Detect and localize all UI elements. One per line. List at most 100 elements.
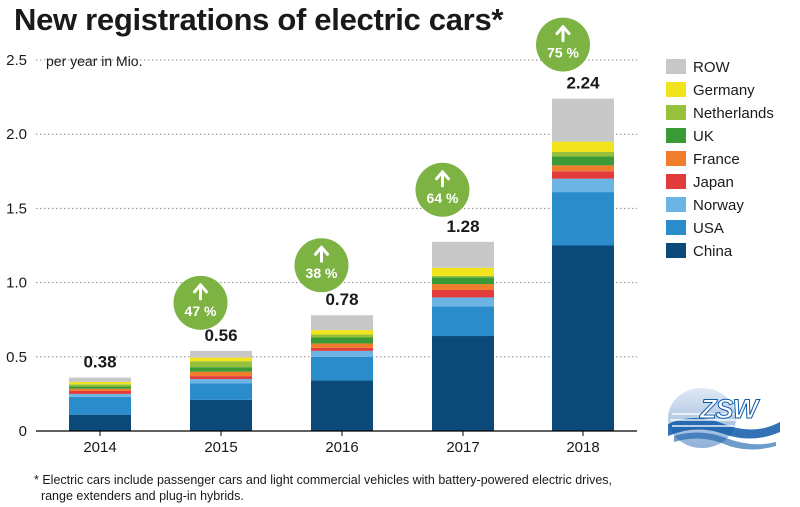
legend-swatch	[666, 243, 686, 258]
grid-lines	[36, 59, 637, 358]
legend-label: Norway	[693, 197, 744, 214]
bar-segment-china-2014	[69, 414, 131, 431]
legend-label: UK	[693, 128, 714, 145]
growth-badge: 75 %	[536, 17, 590, 72]
bar-segment-uk-2018	[552, 156, 614, 166]
bar-segment-norway-2018	[552, 178, 614, 193]
legend-swatch	[666, 128, 686, 143]
bar-segment-netherlands-2015	[190, 361, 252, 368]
bar-segment-uk-2016	[311, 337, 373, 344]
legend-swatch	[666, 197, 686, 212]
bar-stack-2015	[190, 350, 252, 431]
bar-segment-france-2017	[432, 284, 494, 291]
y-tick-label: 1.5	[6, 200, 27, 217]
bar-segment-france-2015	[190, 371, 252, 377]
bar-total-label: 0.78	[325, 290, 358, 309]
growth-badge: 38 %	[294, 238, 349, 293]
bar-stack-2016	[311, 315, 373, 431]
y-tick-label: 0.5	[6, 349, 27, 366]
bar-segment-usa-2017	[432, 306, 494, 337]
legend-label: USA	[693, 220, 724, 237]
bar-segment-uk-2017	[432, 277, 494, 285]
growth-badge-label: 64 %	[427, 190, 459, 206]
bar-total-label: 0.56	[204, 326, 237, 345]
legend-label: Germany	[693, 82, 755, 99]
bar-segment-germany-2016	[311, 330, 373, 335]
zsw-logo	[668, 388, 780, 450]
bar-segment-norway-2015	[190, 379, 252, 384]
bar-segment-norway-2014	[69, 393, 131, 397]
y-tick-label: 0	[19, 423, 27, 440]
bar-segment-china-2018	[552, 245, 614, 431]
bar-segment-usa-2015	[190, 383, 252, 400]
growth-badge-circle	[294, 238, 349, 293]
bar-segment-france-2018	[552, 165, 614, 172]
bar-segment-netherlands-2018	[552, 152, 614, 157]
bar-segment-japan-2016	[311, 347, 373, 351]
bar-segment-netherlands-2014	[69, 384, 131, 387]
legend: ROW Germany Netherlands UK France Japan Norway…	[666, 59, 774, 260]
logo-text: ZSW	[700, 394, 759, 425]
legend-item-usa: USA	[666, 220, 724, 237]
bar-total-label: 2.24	[566, 74, 600, 93]
bar-segment-norway-2017	[432, 297, 494, 307]
bar-segment-china-2015	[190, 399, 252, 431]
growth-badge-circle	[415, 162, 470, 217]
bar-segment-japan-2017	[432, 290, 494, 298]
legend-swatch	[666, 174, 686, 189]
legend-label: France	[693, 151, 740, 168]
legend-label: China	[693, 243, 733, 260]
legend-label: Japan	[693, 174, 734, 191]
bar-segment-row-2018	[552, 98, 614, 142]
x-tick-label: 2015	[204, 439, 237, 456]
arrow-up-icon	[314, 245, 329, 263]
y-axis-ticks: 0 0.5 1.0 1.5 2.0 2.5	[6, 52, 27, 440]
legend-swatch	[666, 59, 686, 74]
bar-segment-usa-2016	[311, 356, 373, 381]
bars	[69, 98, 614, 431]
arrow-up-icon	[435, 170, 450, 188]
x-tick-label: 2018	[566, 439, 599, 456]
bar-segment-japan-2014	[69, 390, 131, 394]
bar-segment-netherlands-2017	[432, 275, 494, 278]
legend-item-japan: Japan	[666, 174, 734, 191]
legend-swatch	[666, 105, 686, 120]
x-axis-ticks: 2014 2015 2016 2017 2018	[83, 431, 600, 456]
bar-segment-row-2015	[190, 350, 252, 358]
bar-segment-norway-2016	[311, 350, 373, 357]
legend-item-uk: UK	[666, 128, 714, 145]
bar-segment-usa-2018	[552, 192, 614, 246]
bar-segment-uk-2015	[190, 367, 252, 372]
bar-segment-row-2014	[69, 377, 131, 383]
legend-item-norway: Norway	[666, 197, 744, 214]
bar-segment-usa-2014	[69, 396, 131, 415]
bar-segment-netherlands-2016	[311, 334, 373, 338]
legend-item-netherlands: Netherlands	[666, 105, 774, 122]
bar-segment-china-2016	[311, 380, 373, 431]
growth-badge-circle	[536, 17, 590, 72]
growth-badge: 47 %	[173, 275, 228, 330]
bar-segment-germany-2014	[69, 382, 131, 385]
bar-segment-france-2016	[311, 343, 373, 348]
legend-item-row: ROW	[666, 59, 731, 76]
arrow-up-icon	[555, 25, 571, 43]
legend-swatch	[666, 151, 686, 166]
x-tick-label: 2016	[325, 439, 358, 456]
x-tick-label: 2014	[83, 439, 116, 456]
bar-segment-germany-2015	[190, 357, 252, 362]
arrow-up-icon	[193, 283, 208, 301]
footnote: * Electric cars include passenger cars a…	[34, 473, 613, 503]
chart-title: New registrations of electric cars*	[14, 2, 504, 37]
y-tick-label: 1.0	[6, 275, 27, 292]
legend-label: Netherlands	[693, 105, 774, 122]
bar-segment-japan-2015	[190, 376, 252, 380]
y-axis-label: per year in Mio.	[46, 53, 142, 69]
legend-swatch	[666, 82, 686, 97]
growth-badge-label: 38 %	[306, 265, 338, 281]
x-tick-label: 2017	[446, 439, 479, 456]
legend-item-china: China	[666, 243, 733, 260]
bar-segment-row-2017	[432, 241, 494, 268]
bar-stack-2017	[432, 241, 494, 431]
bar-segment-germany-2017	[432, 267, 494, 276]
